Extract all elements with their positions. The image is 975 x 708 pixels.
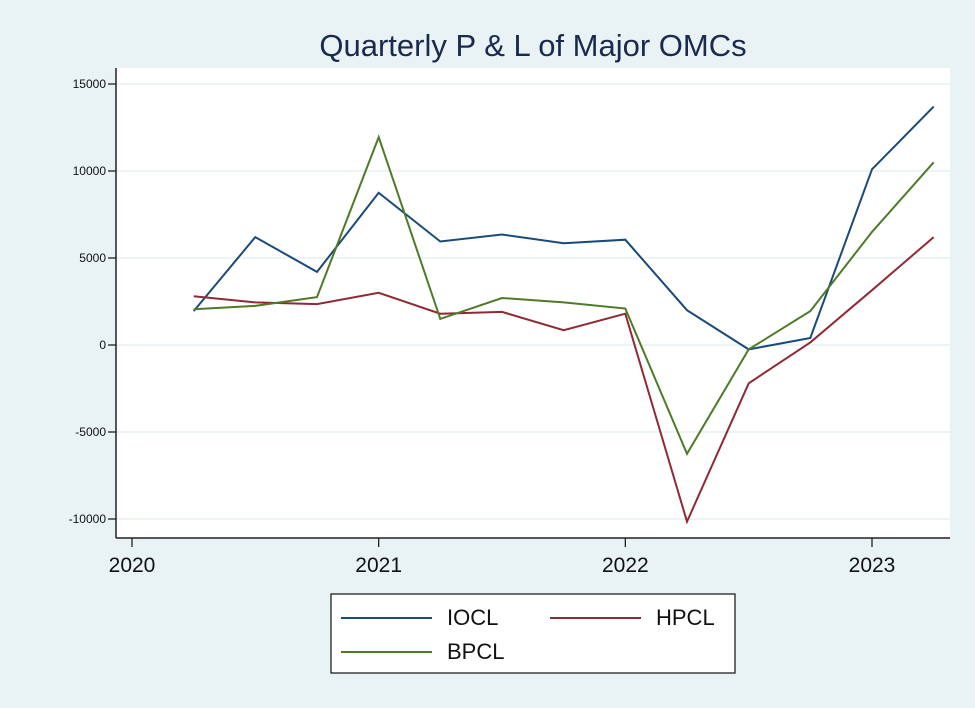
axes: -10000 -5000 0 5000 10000 15000 2020 2021 2022 20…	[69, 68, 950, 577]
x-tick-label: 2021	[355, 554, 402, 577]
y-tick-label: 10000	[73, 164, 107, 178]
plot-area	[116, 68, 950, 538]
legend-label-hpcl: HPCL	[656, 605, 715, 630]
chart-title: Quarterly P & L of Major OMCs	[319, 28, 746, 63]
x-tick-label: 2022	[602, 554, 649, 577]
gridlines	[116, 83, 950, 520]
legend: IOCL HPCL BPCL	[330, 593, 736, 674]
legend-label-bpcl: BPCL	[447, 639, 504, 664]
y-tick-label: -10000	[69, 512, 107, 526]
y-tick-label: 15000	[73, 77, 107, 91]
x-tick-label: 2020	[109, 554, 156, 577]
y-tick-label: -5000	[75, 425, 106, 439]
legend-box	[330, 593, 736, 674]
series-lines	[192, 105, 935, 525]
series-line-iocl	[192, 105, 935, 351]
series-line-hpcl	[193, 236, 935, 525]
y-tick-label: 0	[99, 338, 106, 352]
x-tick-label: 2023	[849, 554, 896, 577]
legend-label-iocl: IOCL	[447, 605, 498, 630]
series-line-bpcl	[193, 134, 935, 457]
y-tick-label: 5000	[79, 251, 106, 265]
